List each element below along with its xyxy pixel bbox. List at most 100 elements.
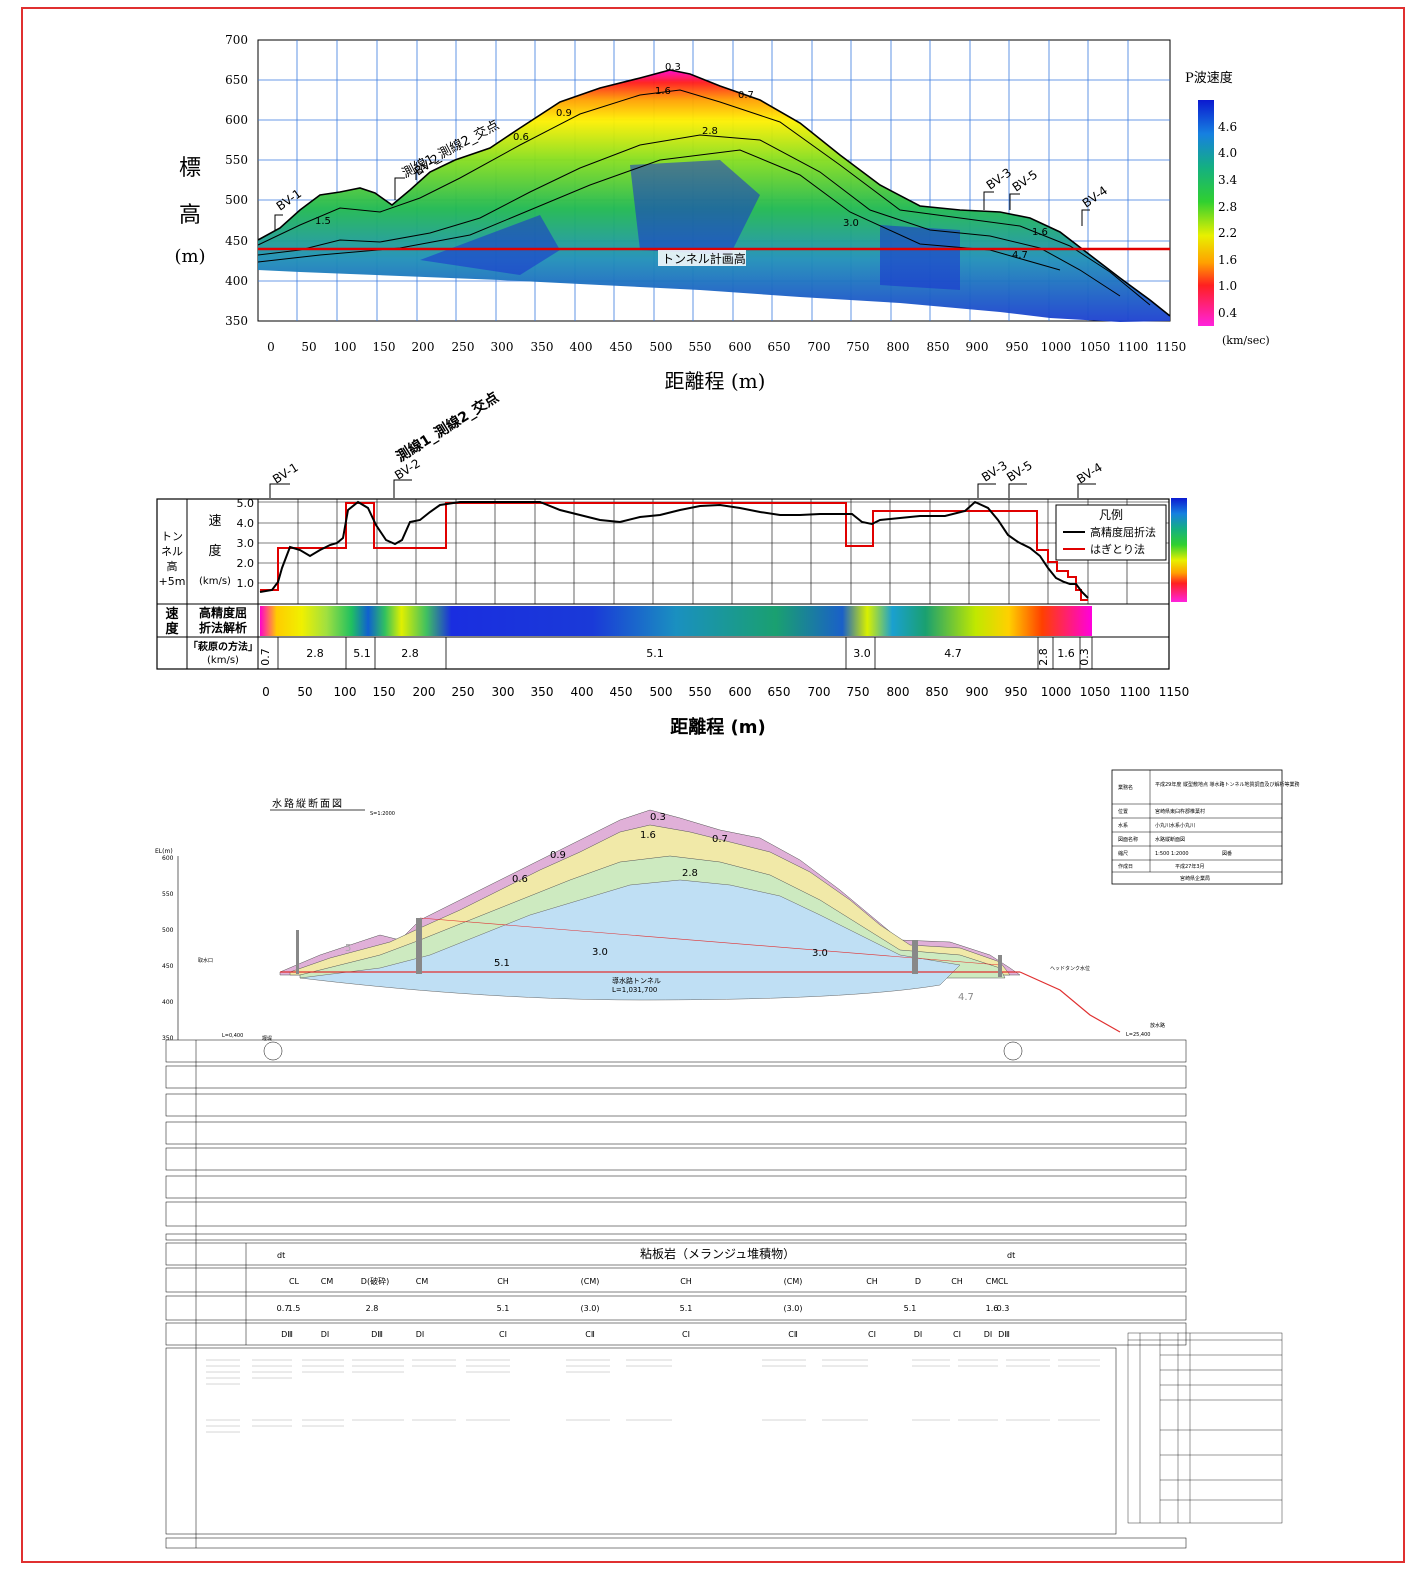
svg-text:0.3: 0.3 (665, 62, 681, 73)
bh-bv3: BV-3 (984, 165, 1014, 192)
svg-text:5.1: 5.1 (680, 1304, 693, 1313)
top-legend-bar (1198, 100, 1214, 326)
svg-text:CL: CL (289, 1277, 300, 1286)
svg-text:CM: CM (986, 1277, 999, 1286)
svg-text:350: 350 (225, 314, 248, 328)
svg-text:3.0: 3.0 (237, 537, 255, 550)
svg-text:CM: CM (416, 1277, 429, 1286)
svg-text:(3.0): (3.0) (784, 1304, 803, 1313)
bottom-band-table (165, 1039, 1187, 1549)
svg-text:BV-5: BV-5 (1004, 458, 1035, 484)
bottom-el-ticks: 600 550 500 450 400 350 (162, 855, 174, 1042)
svg-text:図面名称: 図面名称 (1118, 836, 1138, 843)
svg-text:450: 450 (162, 963, 174, 970)
svg-text:L=25,400: L=25,400 (1126, 1032, 1150, 1038)
svg-text:300: 300 (491, 340, 514, 354)
top-y-label-1: 標 (179, 156, 201, 181)
svg-text:BV-4: BV-4 (1074, 460, 1105, 486)
tunnel-label-bg (658, 250, 746, 266)
svg-text:1.6: 1.6 (655, 86, 671, 97)
top-velocity-section: トンネル計画高 0.3 1.6 0.7 2.8 1.5 3.0 4.7 1.6 … (174, 33, 1269, 393)
svg-text:2.0: 2.0 (237, 557, 255, 570)
svg-text:4.7: 4.7 (1012, 250, 1028, 261)
svg-text:1000: 1000 (1041, 340, 1072, 354)
svg-text:700: 700 (808, 685, 831, 699)
svg-text:950: 950 (1006, 340, 1029, 354)
bottom-geology-label: 粘板岩（メランジュ堆積物） (640, 1246, 795, 1261)
svg-text:450: 450 (225, 234, 248, 248)
svg-text:宮崎県東臼杵郡椎葉村: 宮崎県東臼杵郡椎葉村 (1155, 808, 1205, 815)
svg-text:DⅢ: DⅢ (998, 1330, 1010, 1339)
svg-text:100: 100 (334, 340, 357, 354)
svg-text:D: D (915, 1277, 921, 1286)
svg-text:150: 150 (373, 340, 396, 354)
svg-text:2.8: 2.8 (702, 126, 718, 137)
mid-table-frame (156, 498, 1170, 670)
svg-text:3.0: 3.0 (843, 218, 859, 229)
svg-text:0.4: 0.4 (1218, 306, 1237, 320)
svg-text:450: 450 (610, 340, 633, 354)
svg-text:5.1: 5.1 (353, 647, 371, 660)
svg-text:700: 700 (225, 33, 248, 47)
top-legend-ticks: 4.6 4.0 3.4 2.8 2.2 1.6 1.0 0.4 (1218, 120, 1237, 320)
mid-hagi-label-1: 「萩原の方法」 (188, 640, 258, 653)
svg-text:550: 550 (162, 891, 174, 898)
svg-text:200: 200 (412, 340, 435, 354)
svg-text:4.6: 4.6 (1218, 120, 1237, 134)
svg-text:1:500 1:2000: 1:500 1:2000 (1155, 851, 1189, 857)
svg-text:平成29年度 縦型敷地点 導水路トンネル地質調査及び解析等業: 平成29年度 縦型敷地点 導水路トンネル地質調査及び解析等業務 (1155, 781, 1299, 788)
svg-text:高精度屈: 高精度屈 (199, 605, 247, 620)
bottom-el-label: EL(m) (155, 848, 173, 855)
svg-text:1150: 1150 (1156, 340, 1187, 354)
svg-text:100: 100 (334, 685, 357, 699)
svg-text:0.3: 0.3 (1078, 648, 1091, 666)
hagitori-line (260, 502, 1088, 601)
svg-text:1.6: 1.6 (1032, 227, 1048, 238)
bottom-velocity-labels: 0.3 1.6 0.9 0.7 2.8 0.6 5.1 3.0 3.0 4.7 … (345, 812, 974, 1003)
svg-text:堰堤: 堰堤 (262, 1035, 272, 1042)
svg-text:2.8: 2.8 (366, 1304, 379, 1313)
svg-text:BV-1: BV-1 (270, 460, 301, 486)
svg-text:400: 400 (571, 685, 594, 699)
svg-text:750: 750 (847, 685, 870, 699)
svg-text:CⅠ: CⅠ (868, 1330, 876, 1339)
svg-text:放水路: 放水路 (1150, 1022, 1165, 1029)
svg-text:0.7: 0.7 (277, 1304, 290, 1313)
info-table: 業務名 平成29年度 縦型敷地点 導水路トンネル地質調査及び解析等業務 位置 宮… (1111, 769, 1299, 885)
mid-row-label-velocity: 速 度 (165, 606, 179, 637)
top-y-ticks: 700 650 600 550 500 450 400 350 (225, 33, 248, 328)
svg-text:600: 600 (225, 113, 248, 127)
svg-text:2.8: 2.8 (306, 647, 324, 660)
svg-text:4.7: 4.7 (944, 647, 962, 660)
mid-speed-ticks: 5.0 4.0 3.0 2.0 1.0 (237, 497, 255, 590)
top-y-label-2: 高 (179, 203, 201, 228)
svg-text:1.6: 1.6 (1057, 647, 1075, 660)
svg-text:(CM): (CM) (784, 1277, 803, 1286)
svg-text:DⅢ: DⅢ (281, 1330, 293, 1339)
svg-text:5.1: 5.1 (646, 647, 664, 660)
svg-text:400: 400 (225, 274, 248, 288)
svg-text:0.6: 0.6 (513, 132, 529, 143)
bottom-fine-print (206, 1359, 1100, 1433)
svg-text:CH: CH (951, 1277, 963, 1286)
svg-text:1150: 1150 (1159, 685, 1190, 699)
svg-text:D(破砕): D(破砕) (361, 1276, 389, 1286)
top-x-ticks: 0 50 100 150 200 250 300 350 400 450 500 550 600 6… (267, 340, 1186, 354)
svg-text:1050: 1050 (1080, 340, 1111, 354)
svg-text:0.6: 0.6 (512, 874, 528, 885)
bottom-side-notes: 取水口 L=0,400 堰堤 ヘッドタンク水位 放水路 L=25,400 (198, 957, 1165, 1042)
contour-labels: 0.3 1.6 0.7 2.8 1.5 3.0 4.7 1.6 0.9 0.6 (315, 62, 1048, 261)
svg-text:作成日: 作成日 (1118, 863, 1133, 870)
svg-text:水系: 水系 (1118, 822, 1128, 829)
svg-text:500: 500 (650, 685, 673, 699)
svg-text:縮尺: 縮尺 (1118, 850, 1128, 857)
svg-text:800: 800 (887, 685, 910, 699)
svg-text:CⅠ: CⅠ (682, 1330, 690, 1339)
svg-text:600: 600 (729, 340, 752, 354)
svg-text:0.7: 0.7 (738, 90, 754, 101)
svg-text:2.8: 2.8 (401, 647, 419, 660)
bottom-circle-2 (1003, 1041, 1023, 1061)
svg-text:1.6: 1.6 (1218, 253, 1237, 267)
svg-text:ネル: ネル (161, 545, 183, 558)
middle-profile-section: 測線1_測線2_交点 BV-1 BV-2 BV-3 BV-5 BV-4 (156, 389, 1190, 738)
